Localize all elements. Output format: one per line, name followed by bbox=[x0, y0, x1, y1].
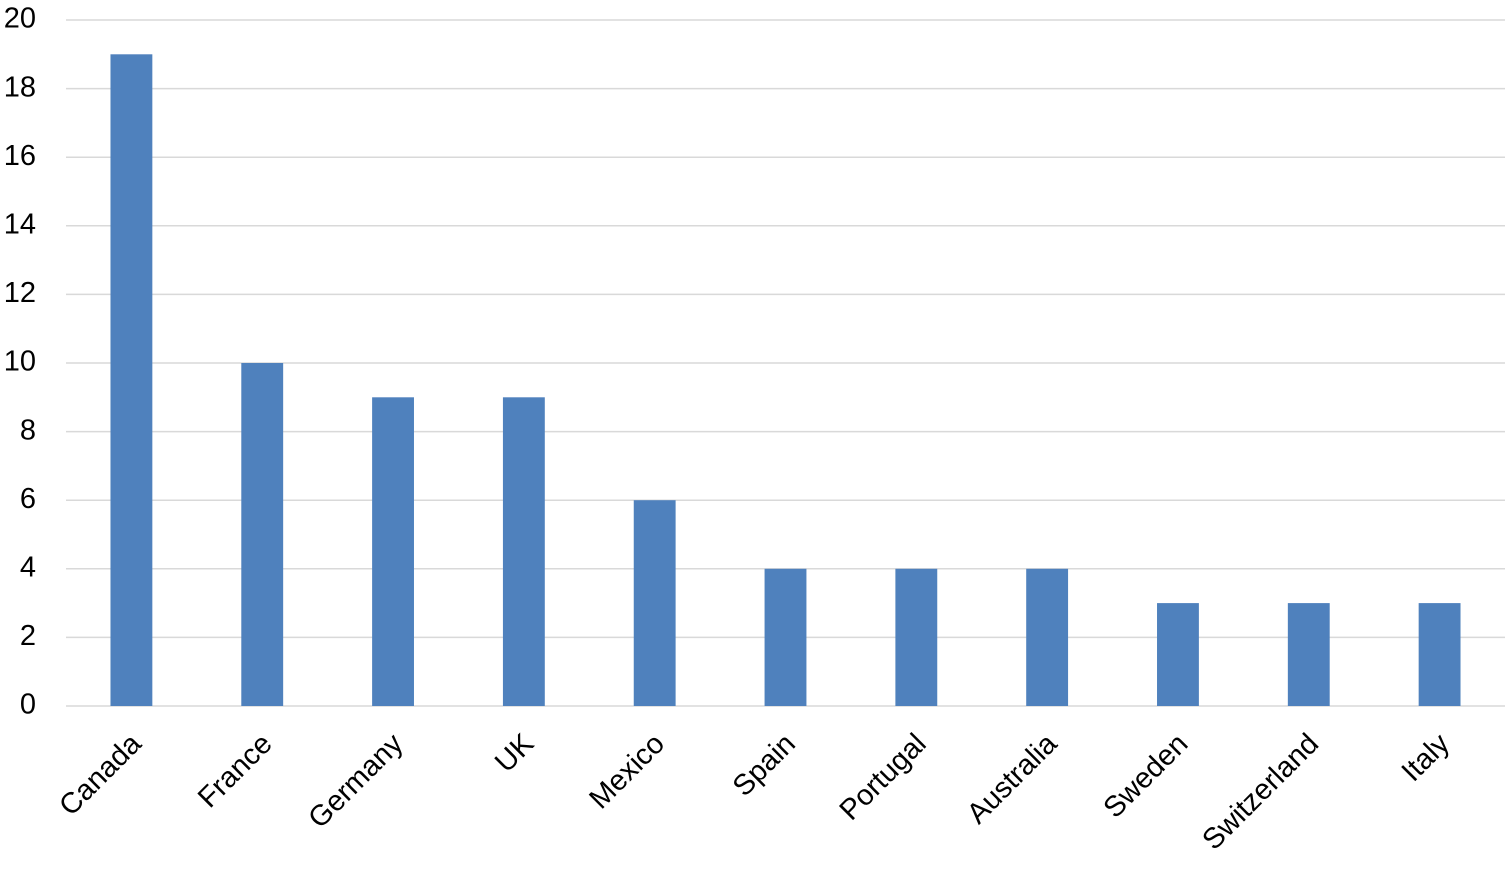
y-tick-label: 18 bbox=[4, 71, 36, 103]
y-tick-label: 6 bbox=[20, 483, 36, 515]
x-tick-label: Spain bbox=[727, 728, 802, 803]
y-tick-label: 10 bbox=[4, 346, 36, 378]
y-tick-label: 12 bbox=[4, 277, 36, 309]
x-tick-label: Switzerland bbox=[1197, 728, 1326, 857]
bar bbox=[633, 500, 676, 706]
x-tick-label: UK bbox=[489, 727, 541, 779]
y-tick-label: 4 bbox=[20, 551, 36, 583]
bar bbox=[1026, 568, 1069, 706]
x-tick-label: Canada bbox=[53, 727, 148, 822]
y-tick-label: 0 bbox=[20, 689, 36, 721]
x-tick-label: Germany bbox=[302, 727, 409, 834]
bar bbox=[372, 397, 414, 706]
bar bbox=[764, 568, 807, 706]
bar bbox=[1287, 603, 1330, 706]
bar bbox=[1157, 603, 1199, 706]
y-tick-label: 8 bbox=[20, 414, 36, 446]
x-tick-label: Italy bbox=[1396, 727, 1457, 788]
bar bbox=[895, 568, 938, 706]
bar bbox=[502, 397, 545, 706]
y-tick-label: 14 bbox=[4, 208, 36, 240]
bar bbox=[1418, 603, 1461, 706]
y-tick-label: 2 bbox=[20, 620, 36, 652]
y-tick-label: 16 bbox=[4, 140, 36, 172]
x-tick-label: Australia bbox=[961, 727, 1064, 830]
bar bbox=[241, 363, 284, 706]
x-tick-label: Sweden bbox=[1098, 728, 1195, 825]
x-tick-label: Portugal bbox=[834, 728, 933, 827]
x-tick-label: Mexico bbox=[583, 728, 671, 816]
bar bbox=[110, 54, 153, 707]
y-tick-label: 20 bbox=[4, 3, 36, 35]
x-tick-label: France bbox=[192, 728, 278, 814]
